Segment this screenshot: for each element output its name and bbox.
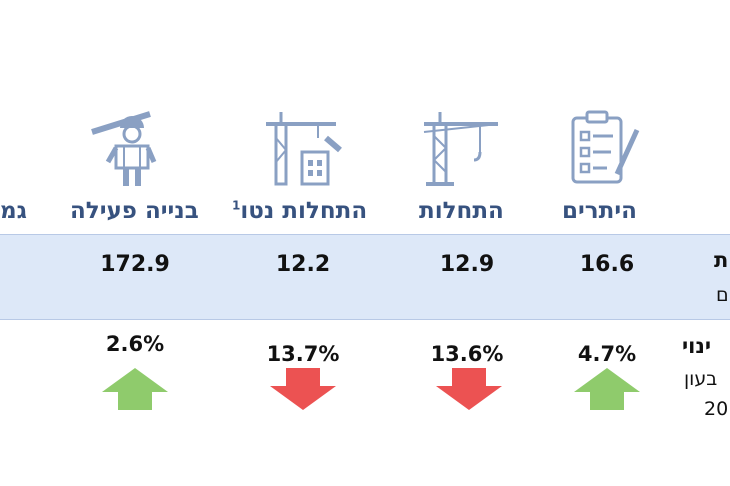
checklist-icon (561, 108, 651, 188)
header-cut-left: גמ (0, 198, 27, 224)
change-starts: 13.6% (430, 342, 504, 366)
header-net-starts: התחלות נטו1 (232, 198, 367, 224)
row1-sub-fragment: ם (716, 284, 729, 306)
header-net-starts-label: התחלות נטו (240, 198, 368, 224)
row2-title-fragment: ינוי (682, 334, 712, 358)
header-active-construction: בנייה פעילה (70, 198, 199, 224)
header-active-construction-label: בנייה פעילה (70, 198, 199, 224)
arrow-up-icon (100, 366, 170, 412)
value-permits: 16.6 (579, 252, 635, 277)
row2-sub-fragment-2: 20 (704, 398, 729, 420)
header-permits-label: היתרים (562, 198, 637, 224)
arrow-down-icon (434, 366, 504, 412)
arrow-down-icon (268, 366, 338, 412)
header-permits: היתרים (562, 198, 637, 224)
arrow-up-icon (572, 366, 642, 412)
value-active-construction: 172.9 (100, 252, 170, 277)
crane-icon (418, 108, 508, 188)
change-permits: 4.7% (577, 342, 637, 366)
change-active-construction: 2.6% (105, 332, 165, 356)
header-cut-left-label: גמ (0, 198, 27, 224)
values-band (0, 234, 730, 320)
value-net-starts: 12.2 (275, 252, 331, 277)
value-starts: 12.9 (439, 252, 495, 277)
header-starts: התחלות (419, 198, 504, 224)
row1-title-fragment: ת (714, 248, 729, 272)
change-net-starts: 13.7% (266, 342, 340, 366)
footnote-marker: 1 (232, 198, 241, 213)
header-starts-label: התחלות (419, 198, 504, 224)
row2-sub-fragment: בעון (684, 368, 718, 390)
crane-building-icon (262, 108, 352, 188)
construction-worker-icon (88, 108, 178, 188)
